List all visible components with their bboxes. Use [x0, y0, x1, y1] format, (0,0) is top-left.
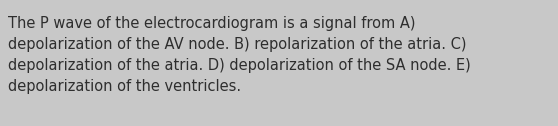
Text: The P wave of the electrocardiogram is a signal from A)
depolarization of the AV: The P wave of the electrocardiogram is a…: [8, 16, 471, 94]
